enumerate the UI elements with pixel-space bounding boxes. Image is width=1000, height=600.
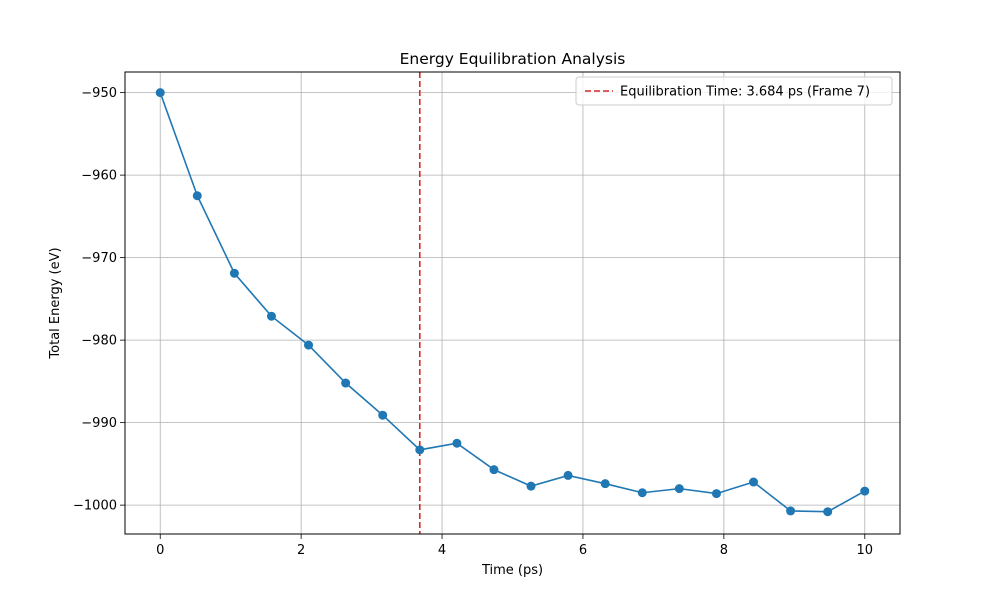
y-tick-label: −1000 [73, 499, 117, 514]
data-point [304, 340, 314, 350]
y-axis-label: Total Energy (eV) [48, 247, 63, 359]
x-tick-label: 0 [156, 543, 164, 558]
x-tick-label: 2 [297, 543, 305, 558]
legend-box [575, 76, 893, 106]
y-tick-label: −980 [81, 334, 117, 349]
data-point [266, 311, 276, 321]
y-tick-label: −990 [81, 416, 117, 431]
series-layer [155, 88, 870, 517]
plot-area-frame [124, 71, 901, 535]
data-point [860, 486, 870, 496]
data-point [155, 88, 165, 98]
data-point [526, 481, 536, 491]
x-tick-label: 10 [856, 543, 873, 558]
data-point [637, 488, 647, 498]
y-tick-label: −960 [81, 169, 117, 184]
axis-ticks: 0 2 4 6 8 10 −1000 −990 −980 −970 −960 −950 [73, 86, 873, 558]
data-point [674, 484, 684, 494]
x-tick-label: 8 [720, 543, 728, 558]
data-point [229, 268, 239, 278]
y-tick-label: −950 [81, 86, 117, 101]
data-point [452, 438, 462, 448]
x-tick-label: 6 [579, 543, 587, 558]
x-axis-label: Time (ps) [481, 563, 543, 578]
data-point [600, 479, 610, 489]
data-point [489, 465, 499, 475]
data-point [563, 470, 573, 480]
data-point [786, 506, 796, 516]
legend-label: Equilibration Time: 3.684 ps (Frame 7) [620, 85, 870, 100]
data-point [341, 378, 351, 388]
data-point [711, 489, 721, 499]
data-point [192, 191, 202, 201]
data-point [415, 445, 425, 455]
y-tick-label: −970 [81, 251, 117, 266]
x-tick-label: 4 [438, 543, 446, 558]
data-point [749, 477, 759, 487]
series-line [159, 92, 866, 513]
grid [125, 72, 900, 534]
legend: Equilibration Time: 3.684 ps (Frame 7) [575, 76, 893, 106]
chart-title: Energy Equilibration Analysis [400, 50, 626, 68]
data-point [823, 507, 833, 517]
data-point [378, 410, 388, 420]
